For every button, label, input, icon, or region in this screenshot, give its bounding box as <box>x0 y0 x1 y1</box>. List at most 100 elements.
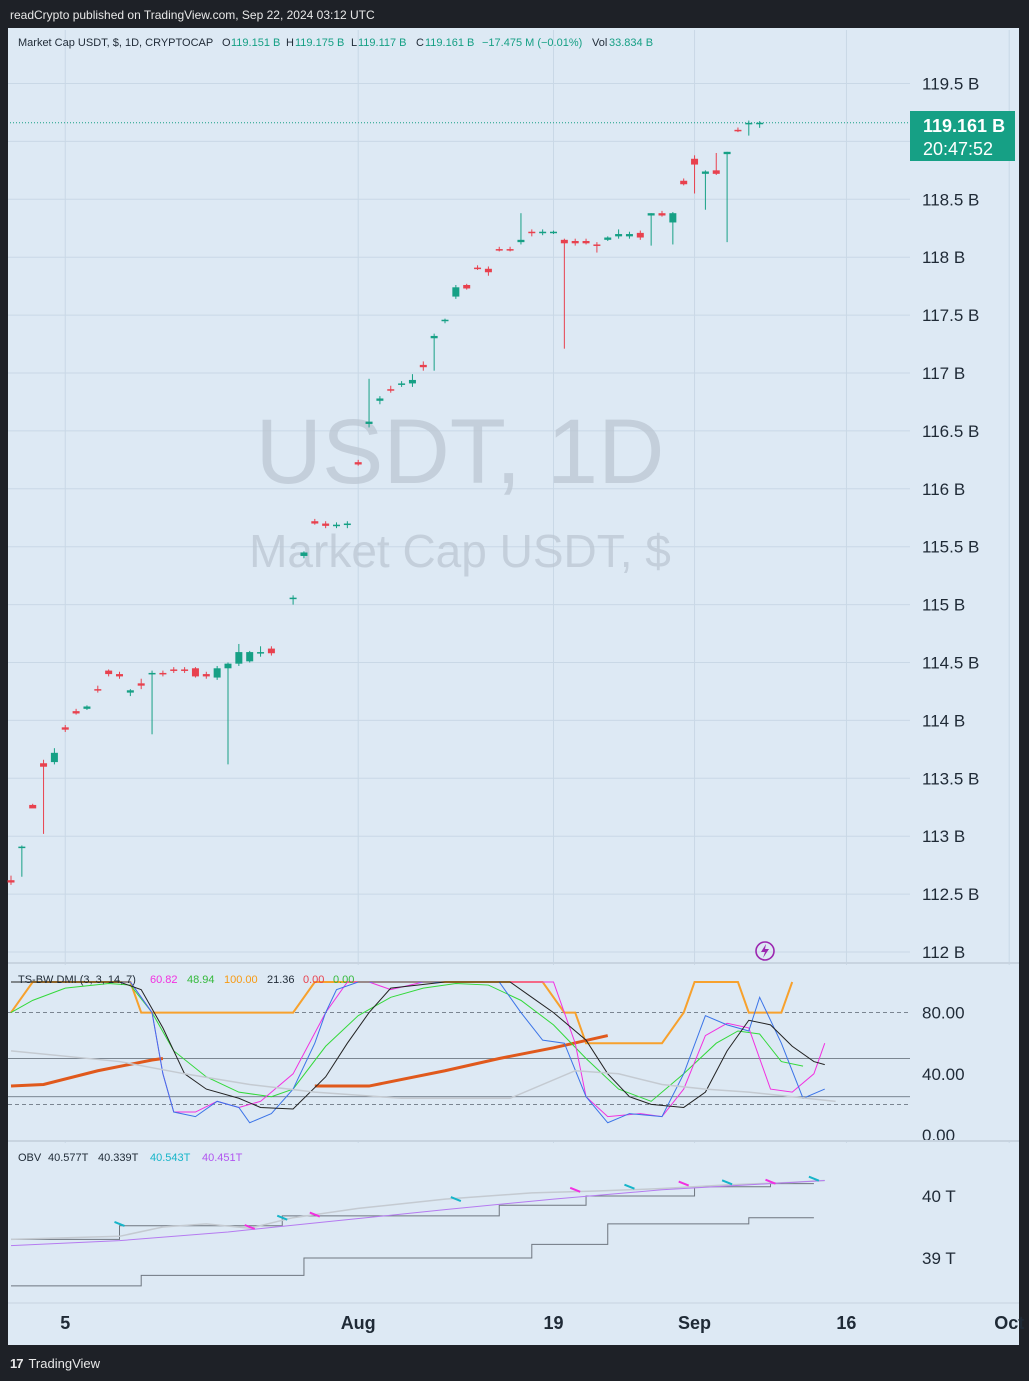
candle-body <box>571 240 579 244</box>
candle-body <box>213 668 221 678</box>
obv-marker <box>808 1175 820 1182</box>
candle-body <box>712 170 720 174</box>
candle-body <box>29 804 37 809</box>
candle-body <box>246 652 254 662</box>
obv-pane <box>8 1143 1019 1303</box>
dmi-indicator: 0.00 40.00 80.00 <box>8 981 965 1145</box>
candle-body <box>550 231 557 234</box>
candle-body <box>170 669 178 671</box>
tradingview-logo-icon: 17 <box>10 1356 24 1371</box>
candle-body <box>126 690 134 693</box>
candle-body <box>105 670 113 675</box>
candle-body <box>506 249 514 251</box>
candle-body <box>408 379 416 384</box>
grid <box>8 30 1010 1303</box>
obv-indicator: 39 T 40 T <box>10 1175 956 1287</box>
legend-low-label: L <box>351 37 357 49</box>
candle-body <box>83 706 91 709</box>
candle-body <box>365 421 373 424</box>
candle-body <box>235 652 243 664</box>
candle-body <box>181 669 189 671</box>
candle-body <box>191 668 199 677</box>
candle-body <box>419 364 427 368</box>
candle-body <box>289 597 297 600</box>
candle-body <box>322 523 330 526</box>
dmi-series-black <box>11 981 825 1110</box>
dmi-tick-label: 0.00 <box>922 1126 955 1145</box>
candle-body <box>669 213 677 223</box>
candle-body <box>745 122 753 125</box>
candle-body <box>224 663 232 669</box>
price-tick-label: 116 B <box>922 480 965 499</box>
legend-change: −17.475 M (−0.01%) <box>482 37 582 49</box>
dmi-v3: 100.00 <box>224 974 258 986</box>
dmi-series-thick2 <box>314 1034 609 1088</box>
price-badge-price: 119.161 B <box>923 116 1005 136</box>
candle-body <box>691 158 699 165</box>
watermark-symbol: USDT, 1D <box>256 401 665 503</box>
candle-body <box>723 151 731 155</box>
obv-name: OBV <box>18 1152 42 1164</box>
candle-body <box>257 652 265 654</box>
obv-marker <box>309 1211 321 1218</box>
price-axis: 112 B 112.5 B 113 B 113.5 B 114 B 114.5 B 115 … <box>922 75 979 963</box>
dmi-series-gray <box>10 1050 836 1103</box>
candle-body <box>311 521 319 524</box>
obv-v3: 40.543T <box>150 1152 191 1164</box>
dmi-pane <box>8 965 1019 1140</box>
candle-body <box>267 648 275 654</box>
obv-tick-label: 39 T <box>922 1249 956 1268</box>
price-tick-label: 116.5 B <box>922 422 979 441</box>
lightning-icon[interactable] <box>755 941 775 961</box>
candle-body <box>474 267 482 270</box>
price-tick-label: 112.5 B <box>922 885 979 904</box>
obv-marker <box>678 1180 690 1187</box>
legend-high: 119.175 B <box>295 37 344 49</box>
candles <box>7 120 764 885</box>
candle-body <box>625 234 633 237</box>
dmi-series-orange <box>10 981 794 1045</box>
candle-body <box>452 287 460 297</box>
footer-brand[interactable]: 17 TradingView <box>10 1356 100 1371</box>
candle-body <box>137 683 145 686</box>
candle-body <box>354 462 362 465</box>
time-tick-label: Oct <box>994 1313 1024 1333</box>
dmi-v1: 60.82 <box>150 974 178 986</box>
dmi-tick-label: 40.00 <box>922 1065 965 1084</box>
time-tick-label: 19 <box>543 1313 563 1333</box>
obv-series-obv_step2 <box>11 1183 814 1240</box>
candle-body <box>40 763 48 767</box>
obv-series-obv_purple <box>10 1180 825 1247</box>
price-tick-label: 114 B <box>922 711 965 730</box>
candle-body <box>300 552 308 556</box>
price-badge-countdown: 20:47:52 <box>923 139 993 159</box>
dmi-v5: 0.00 <box>303 974 324 986</box>
candle-body <box>582 240 590 244</box>
legend-close: 119.161 B <box>425 37 474 49</box>
candle-body <box>636 232 644 238</box>
dmi-name: TS-BW DMI (3, 3, 14, 7) <box>18 974 136 986</box>
obv-marker <box>624 1183 635 1190</box>
obv-marker <box>450 1196 462 1203</box>
obv-marker <box>569 1186 581 1193</box>
dmi-legend: TS-BW DMI (3, 3, 14, 7) 60.82 48.94 100.… <box>18 974 354 986</box>
obv-v1: 40.577T <box>48 1152 89 1164</box>
price-tick-label: 118.5 B <box>922 190 979 209</box>
candle-body <box>430 335 438 339</box>
dmi-series-green <box>10 983 804 1102</box>
candle-body <box>604 237 612 240</box>
price-tick-label: 112 B <box>922 943 965 962</box>
obv-marker <box>114 1220 125 1227</box>
legend-symbol: Market Cap USDT, $, 1D, CRYPTOCAP <box>18 37 213 49</box>
price-tick-label: 117 B <box>922 364 965 383</box>
candle-body <box>333 524 340 527</box>
candle-body <box>615 234 623 237</box>
obv-marker <box>244 1224 256 1230</box>
obv-legend: OBV 40.577T 40.339T 40.543T 40.451T <box>18 1152 243 1164</box>
obv-v4: 40.451T <box>202 1152 243 1164</box>
candle-body <box>94 689 102 691</box>
dmi-v6: 0.00 <box>333 974 354 986</box>
legend-high-label: H <box>286 37 294 49</box>
legend-close-label: C <box>416 37 424 49</box>
